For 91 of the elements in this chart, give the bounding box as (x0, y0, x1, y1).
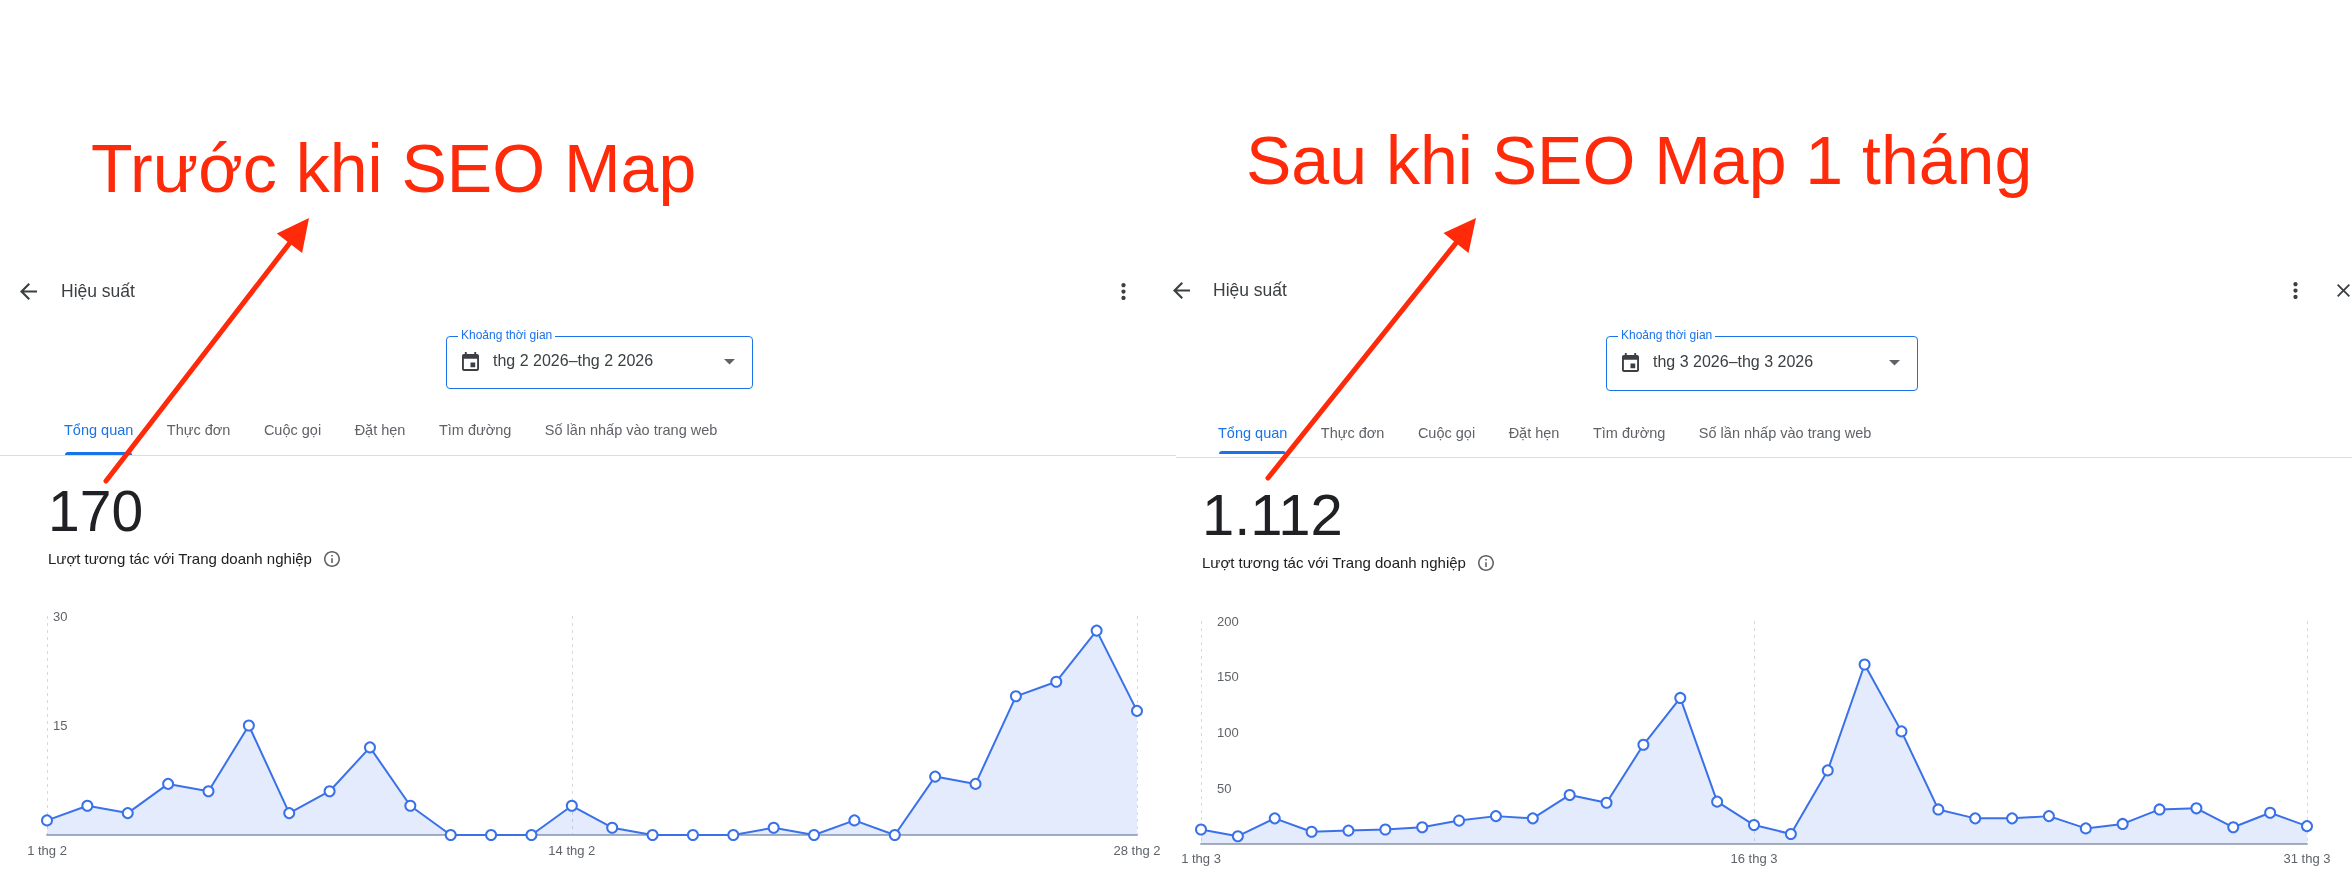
text: Đặt hẹn (1508, 424, 1560, 442)
point (1526, 812, 1539, 825)
point (1600, 796, 1613, 809)
point (1784, 827, 1797, 840)
text: Số lần nhấp vào trang web (544, 421, 718, 439)
text: Tìm đường (438, 421, 512, 439)
point (1969, 812, 1982, 825)
point (1821, 764, 1834, 777)
chart-title: Sau khi SEO Map 1 tháng (1246, 122, 2033, 198)
text: 170 (48, 479, 144, 543)
point (81, 799, 94, 812)
point (808, 829, 821, 841)
text: Cuộc gọi (1417, 424, 1476, 442)
point (969, 777, 982, 790)
point (2116, 817, 2129, 830)
point (2264, 806, 2277, 819)
point (1090, 624, 1103, 637)
point (404, 799, 417, 812)
point (646, 829, 659, 841)
chart-subtitle: Lượt tương tác với Trang doanh nghiệp (48, 550, 312, 568)
point (1131, 704, 1143, 717)
x-tick-label: 16 thg 3 (1730, 851, 1778, 866)
point (2006, 812, 2019, 825)
point (1489, 810, 1502, 823)
text: Số lần nhấp vào trang web (1698, 424, 1872, 442)
point (444, 829, 457, 841)
point (1674, 691, 1687, 704)
point (323, 785, 336, 798)
text: Tổng quan (1218, 424, 1288, 442)
point (2153, 803, 2166, 816)
point (1416, 821, 1429, 834)
chart-subtitle: Lượt tương tác với Trang doanh nghiệp (1202, 554, 1466, 572)
point (162, 777, 175, 790)
x-tick-label: 1 thg 3 (1181, 851, 1221, 866)
point (1379, 823, 1392, 836)
point (121, 807, 134, 820)
point (888, 829, 901, 841)
point (1009, 690, 1022, 703)
point (242, 719, 255, 732)
point (2190, 802, 2203, 815)
point (202, 785, 215, 798)
text: Thực đơn (1320, 424, 1385, 442)
point (1231, 830, 1244, 843)
point (41, 814, 53, 827)
text: Đặt hẹn (354, 421, 406, 439)
point (686, 829, 699, 841)
y-tick-label: 150 (1217, 669, 1239, 685)
point (1858, 658, 1871, 671)
point (606, 821, 619, 834)
x-tick-label: 28 thg 2 (1113, 843, 1161, 858)
point (2227, 821, 2240, 834)
text: 1.112 (1202, 482, 1343, 547)
point (1342, 824, 1355, 837)
point (1748, 819, 1760, 832)
point (363, 741, 376, 754)
x-tick-label: 1 thg 2 (27, 843, 67, 858)
y-tick-label: 100 (1217, 725, 1239, 740)
y-tick-label: 200 (1217, 613, 1239, 629)
x-tick-label: 14 thg 2 (548, 843, 596, 858)
y-tick-label: 50 (1217, 780, 1232, 796)
point (848, 814, 861, 827)
point (2301, 820, 2313, 833)
text: Hiệu suất (61, 280, 135, 302)
point (1195, 823, 1207, 836)
point (1050, 675, 1063, 688)
y-tick-label: 30 (53, 608, 68, 624)
point (1895, 725, 1908, 738)
point (727, 829, 740, 841)
y-tick-label: 15 (53, 718, 68, 733)
point (1932, 803, 1945, 816)
x-tick-label: 31 thg 3 (2283, 851, 2331, 866)
text: Thực đơn (166, 421, 231, 439)
point (1637, 738, 1650, 751)
chart-title: Trước khi SEO Map (91, 130, 697, 206)
point (1711, 795, 1724, 808)
point (929, 770, 942, 783)
point (1305, 825, 1318, 838)
point (1453, 814, 1466, 827)
text: Tìm đường (1592, 424, 1666, 442)
point (767, 821, 780, 834)
point (283, 807, 296, 820)
text: Tổng quan (64, 421, 134, 439)
text: Cuộc gọi (263, 421, 322, 439)
point (2079, 822, 2092, 835)
point (485, 829, 498, 841)
point (565, 799, 578, 812)
point (525, 829, 538, 841)
point (1563, 788, 1576, 801)
text: Hiệu suất (1213, 279, 1287, 301)
point (1268, 812, 1281, 825)
point (2042, 810, 2055, 823)
